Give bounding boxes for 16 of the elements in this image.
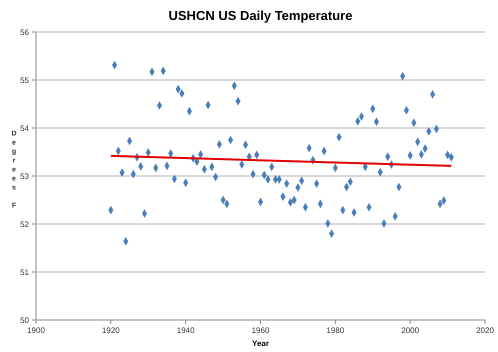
x-tick-label: 2020 (476, 326, 494, 335)
chart-title: USHCN US Daily Temperature (168, 8, 352, 23)
x-tick-label: 1900 (27, 326, 46, 335)
x-axis-title: Year (252, 339, 269, 348)
x-tick-label: 1920 (102, 326, 120, 335)
x-tick-label: 1940 (176, 326, 196, 335)
x-tick-label: 1960 (252, 326, 270, 335)
y-tick-label: 52 (20, 220, 30, 229)
y-tick-label: 54 (20, 124, 30, 133)
y-tick-label: 56 (20, 28, 30, 37)
x-tick-label: 2000 (401, 326, 420, 335)
x-tick-label: 1980 (326, 326, 345, 335)
y-tick-label: 55 (20, 76, 30, 85)
y-tick-label: 53 (20, 172, 30, 181)
y-tick-label: 51 (20, 268, 30, 277)
y-tick-label: 50 (20, 316, 30, 325)
